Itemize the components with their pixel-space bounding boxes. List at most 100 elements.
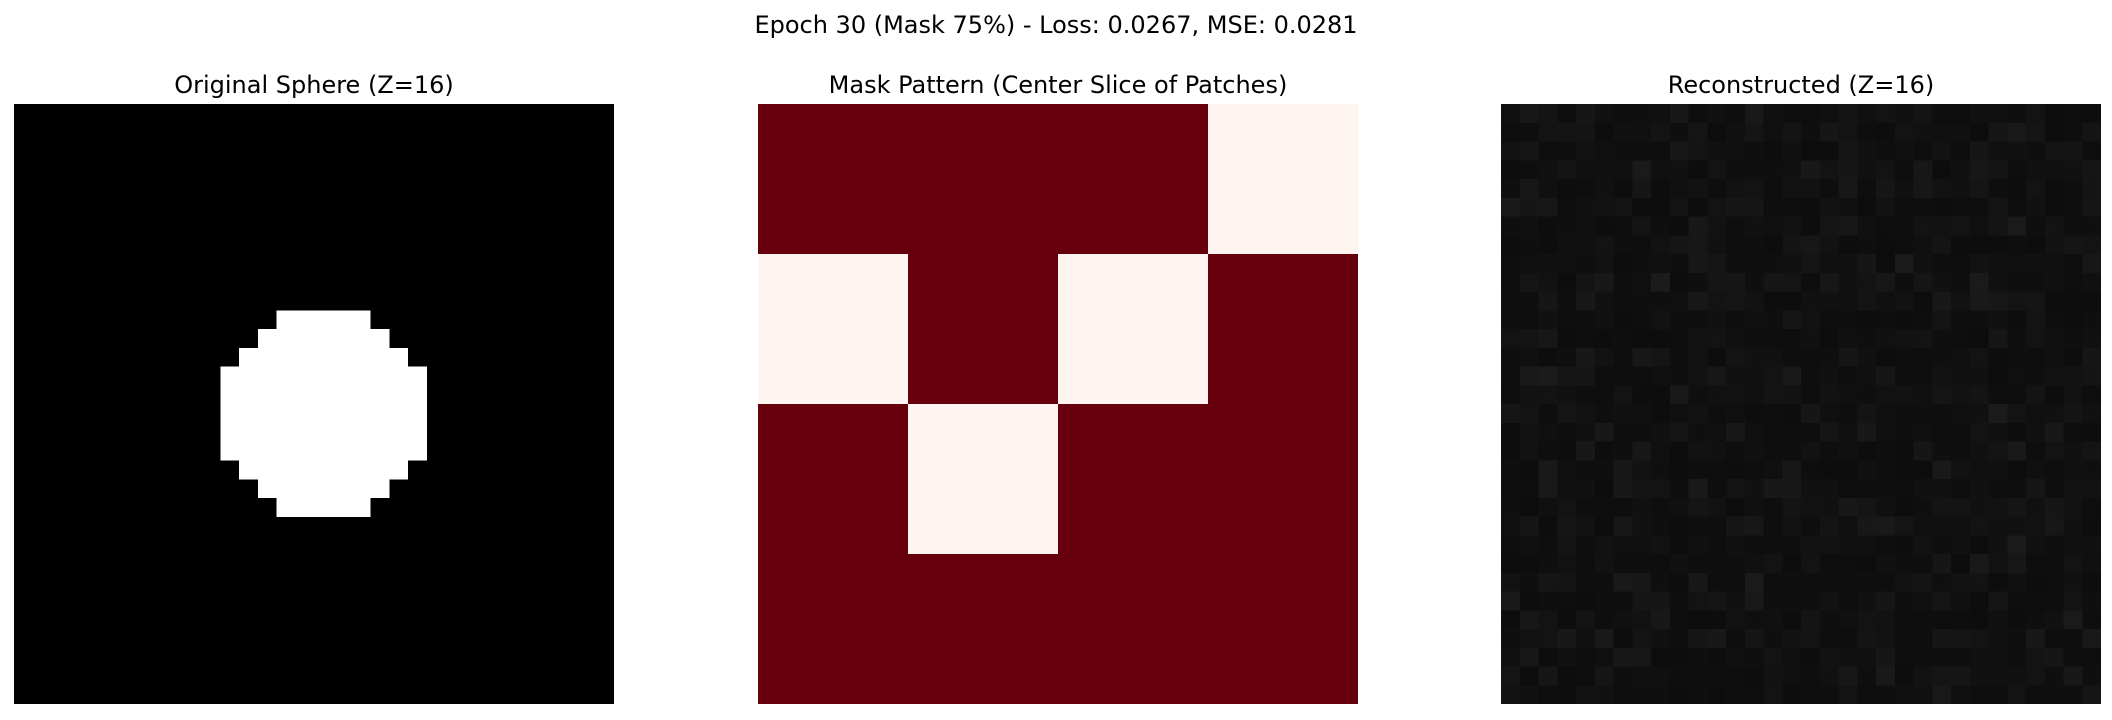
heatmap-cell [1913, 291, 1933, 311]
heatmap-cell [2026, 610, 2046, 630]
heatmap-cell [1538, 141, 1558, 161]
heatmap-cell [1838, 647, 1858, 667]
heatmap-cell [1969, 516, 1989, 536]
heatmap-cell [351, 310, 371, 330]
heatmap-cell [2063, 160, 2083, 180]
heatmap-cell [1501, 160, 1521, 180]
heatmap-cell [1819, 141, 1839, 161]
heatmap-cell [2063, 329, 2083, 349]
heatmap-cell [295, 479, 315, 499]
heatmap-cell [2007, 554, 2027, 574]
heatmap-cell [1557, 366, 1577, 386]
heatmap-cell [1576, 347, 1596, 367]
heatmap-cell [1669, 572, 1689, 592]
heatmap-cell [1744, 197, 1764, 217]
heatmap-cell [1501, 479, 1521, 499]
heatmap-cell [1782, 122, 1802, 142]
heatmap-cell [1744, 347, 1764, 367]
heatmap-cell [1819, 610, 1839, 630]
heatmap-cell [1801, 347, 1821, 367]
heatmap-cell [1913, 235, 1933, 255]
heatmap-cell [1519, 141, 1539, 161]
heatmap-cell [1876, 647, 1896, 667]
heatmap-cell [295, 329, 315, 349]
heatmap-cell [1651, 422, 1671, 442]
heatmap-cell [1613, 610, 1633, 630]
heatmap-cell [1894, 141, 1914, 161]
heatmap-cell [1801, 104, 1821, 124]
heatmap-cell [1782, 554, 1802, 574]
heatmap-cell [1988, 554, 2008, 574]
heatmap-cell [1557, 404, 1577, 424]
heatmap-cell [1576, 104, 1596, 124]
heatmap-cell [1801, 572, 1821, 592]
heatmap-cell [1951, 272, 1971, 292]
heatmap-cell [1951, 610, 1971, 630]
heatmap-cell [2007, 104, 2027, 124]
heatmap-cell [1801, 685, 1821, 704]
heatmap-cell [1669, 497, 1689, 517]
heatmap-cell [351, 366, 371, 386]
heatmap-cell [1688, 610, 1708, 630]
heatmap-cell [2044, 254, 2064, 274]
heatmap-cell [1594, 404, 1614, 424]
heatmap-cell [1613, 422, 1633, 442]
heatmap-cell [1557, 685, 1577, 704]
heatmap-cell [1932, 179, 1952, 199]
heatmap-cell [1576, 291, 1596, 311]
heatmap-cell [1501, 310, 1521, 330]
heatmap-cell [2026, 179, 2046, 199]
heatmap-cell [2082, 497, 2101, 517]
heatmap-cell [2044, 685, 2064, 704]
heatmap-cell [295, 460, 315, 480]
heatmap-cell [2044, 572, 2064, 592]
heatmap-cell [1726, 216, 1746, 236]
heatmap-cell [2026, 329, 2046, 349]
heatmap-cell [1876, 366, 1896, 386]
heatmap-cell [295, 404, 315, 424]
mask-cell [758, 404, 909, 555]
heatmap-cell [1632, 272, 1652, 292]
heatmap-cell [1576, 629, 1596, 649]
heatmap-cell [1613, 141, 1633, 161]
heatmap-cell [2082, 141, 2101, 161]
heatmap-cell [1782, 385, 1802, 405]
heatmap-cell [1782, 310, 1802, 330]
heatmap-cell [2063, 272, 2083, 292]
heatmap-cell [1951, 385, 1971, 405]
heatmap-cell [1501, 404, 1521, 424]
heatmap-cell [2082, 366, 2101, 386]
heatmap-cell [2026, 104, 2046, 124]
heatmap-cell [1519, 385, 1539, 405]
heatmap-cell [1838, 197, 1858, 217]
heatmap-cell [1744, 460, 1764, 480]
heatmap-cell [1707, 647, 1727, 667]
heatmap-cell [314, 422, 334, 442]
heatmap-cell [1988, 291, 2008, 311]
heatmap-cell [2026, 197, 2046, 217]
heatmap-cell [1726, 254, 1746, 274]
heatmap-cell [1613, 647, 1633, 667]
heatmap-cell [295, 497, 315, 517]
heatmap-cell [2044, 591, 2064, 611]
heatmap-cell [1594, 272, 1614, 292]
heatmap-cell [1501, 385, 1521, 405]
heatmap-cell [1932, 329, 1952, 349]
heatmap-cell [1932, 366, 1952, 386]
heatmap-cell [1951, 647, 1971, 667]
heatmap-cell [1782, 347, 1802, 367]
heatmap-cell [1651, 329, 1671, 349]
heatmap-cell [1632, 235, 1652, 255]
heatmap-cell [1932, 104, 1952, 124]
heatmap-cell [370, 479, 390, 499]
heatmap-cell [2007, 347, 2027, 367]
heatmap-cell [1501, 272, 1521, 292]
heatmap-cell [1688, 535, 1708, 555]
heatmap-cell [2007, 535, 2027, 555]
heatmap-cell [1763, 291, 1783, 311]
heatmap-cell [1857, 497, 1877, 517]
heatmap-cell [1576, 460, 1596, 480]
heatmap-cell [2082, 179, 2101, 199]
heatmap-cell [1651, 216, 1671, 236]
heatmap-cell [2026, 572, 2046, 592]
